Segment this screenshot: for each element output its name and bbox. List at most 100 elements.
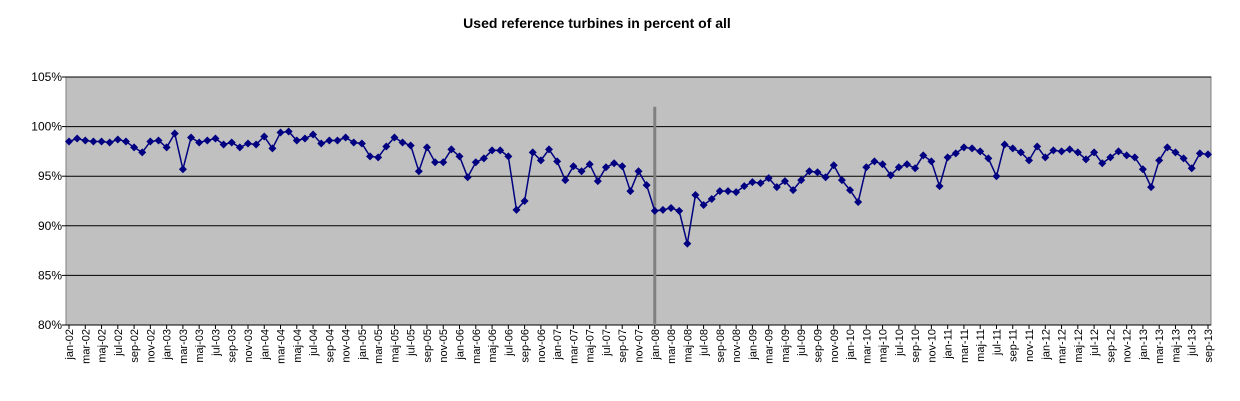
x-tick-label: nov-07 <box>634 329 646 363</box>
data-point <box>300 134 309 143</box>
data-point <box>422 143 431 152</box>
data-point <box>211 134 220 143</box>
x-tick-label: sep-03 <box>227 329 239 363</box>
data-point <box>138 148 147 157</box>
data-point <box>398 138 407 147</box>
data-point <box>406 141 415 150</box>
x-tick-label: jan-05 <box>357 329 369 361</box>
data-point <box>325 136 334 145</box>
x-tick-label: sep-09 <box>812 329 824 363</box>
data-point <box>203 136 212 145</box>
data-point <box>610 159 619 168</box>
data-point <box>1138 165 1147 174</box>
x-tick-label: maj-10 <box>878 329 890 363</box>
data-point <box>146 137 155 146</box>
data-point <box>683 239 692 248</box>
x-tick-label: mar-09 <box>764 329 776 364</box>
data-point <box>992 172 1001 181</box>
x-tick-label: sep-02 <box>129 329 141 363</box>
data-point <box>1008 144 1017 153</box>
data-point <box>366 152 375 161</box>
data-point <box>374 153 383 162</box>
x-tick-label: jul-13 <box>1187 329 1199 357</box>
data-point <box>772 183 781 192</box>
x-tick-label: jan-04 <box>259 329 271 361</box>
data-point <box>1049 146 1058 155</box>
x-tick-label: mar-12 <box>1057 329 1069 364</box>
x-tick-label: sep-11 <box>1008 329 1020 362</box>
x-tick-label: maj-06 <box>487 329 499 363</box>
x-tick-label: jan-09 <box>747 329 759 361</box>
data-point <box>504 152 513 161</box>
x-tick-label: nov-05 <box>438 329 450 363</box>
x-tick-label: jul-11 <box>991 329 1003 356</box>
data-point <box>854 197 863 206</box>
x-tick-label: jan-10 <box>845 329 857 361</box>
data-point <box>113 135 122 144</box>
x-tick-label: sep-06 <box>520 329 532 363</box>
data-point <box>658 205 667 214</box>
data-point <box>1187 164 1196 173</box>
data-point <box>252 140 261 149</box>
data-point <box>65 137 73 146</box>
data-point <box>1041 153 1050 162</box>
data-point <box>414 167 423 176</box>
data-point <box>1065 145 1074 154</box>
x-tick-label: sep-04 <box>324 329 336 363</box>
data-point <box>1195 149 1204 158</box>
data-point <box>667 203 676 212</box>
data-point <box>675 206 684 215</box>
data-point <box>797 176 806 185</box>
data-point <box>1147 183 1156 192</box>
x-tick-label: jan-11 <box>943 329 955 360</box>
data-point <box>618 162 627 171</box>
data-point <box>545 145 554 154</box>
x-tick-label: maj-08 <box>682 329 694 363</box>
x-tick-label: jul-09 <box>796 329 808 357</box>
data-point <box>170 129 179 138</box>
data-point <box>862 163 871 172</box>
x-tick-label: sep-07 <box>617 329 629 363</box>
data-point <box>284 127 293 136</box>
data-point <box>1057 147 1066 156</box>
x-tick-label: nov-06 <box>536 329 548 363</box>
x-tick-label: nov-10 <box>926 329 938 363</box>
data-point <box>943 153 952 162</box>
data-point <box>813 168 822 177</box>
data-point <box>959 143 968 152</box>
data-point <box>561 176 570 185</box>
data-point <box>512 205 521 214</box>
x-tick-label: nov-08 <box>731 329 743 363</box>
data-point <box>732 188 741 197</box>
data-point <box>935 182 944 191</box>
data-point <box>268 144 277 153</box>
data-point <box>984 154 993 163</box>
data-point <box>357 139 366 148</box>
data-point <box>235 143 244 152</box>
data-point <box>821 173 830 182</box>
data-point <box>805 167 814 176</box>
data-point <box>1106 153 1115 162</box>
data-point <box>471 158 480 167</box>
x-tick-label: sep-12 <box>1105 329 1117 363</box>
data-point <box>431 158 440 167</box>
x-tick-label: jan-08 <box>650 329 662 361</box>
data-point <box>219 140 228 149</box>
x-tick-label: mar-03 <box>178 329 190 364</box>
data-point <box>569 162 578 171</box>
x-tick-label: sep-08 <box>715 329 727 363</box>
data-point <box>748 178 757 187</box>
data-point <box>846 186 855 195</box>
data-point <box>764 174 773 183</box>
x-tick-label: jul-05 <box>406 329 418 357</box>
data-point <box>626 187 635 196</box>
data-point <box>333 136 342 145</box>
x-tick-label: jan-03 <box>162 329 174 361</box>
data-point <box>89 137 98 146</box>
data-point <box>707 195 716 204</box>
x-tick-label: nov-11 <box>1024 329 1036 362</box>
data-point <box>919 151 928 160</box>
x-tick-label: jul-07 <box>601 329 613 357</box>
data-point <box>463 173 472 182</box>
data-point <box>341 133 350 142</box>
